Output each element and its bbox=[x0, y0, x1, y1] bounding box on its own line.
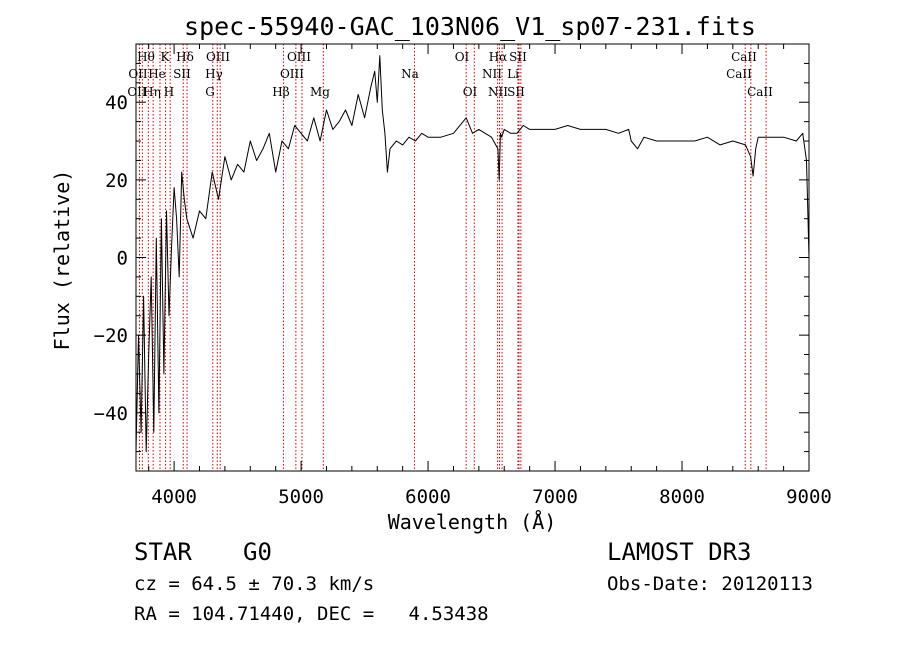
line-label: Hη bbox=[143, 85, 161, 99]
line-label: Hγ bbox=[205, 67, 223, 81]
line-label: He bbox=[148, 67, 166, 81]
y-axis-label: Flux (relative) bbox=[50, 170, 74, 351]
line-label: Hδ bbox=[176, 50, 194, 64]
line-label: NII bbox=[488, 85, 508, 99]
line-label: OII bbox=[127, 85, 147, 99]
y-tick-label: 20 bbox=[105, 170, 128, 192]
line-label: CaII bbox=[726, 67, 752, 81]
line-label: Hβ bbox=[272, 85, 289, 99]
y-tick-label: 40 bbox=[105, 92, 128, 114]
object-subclass: G0 bbox=[243, 538, 272, 566]
line-label: CaII bbox=[747, 85, 773, 99]
line-label: Hα bbox=[489, 50, 508, 64]
line-label: Li bbox=[507, 67, 519, 81]
velocity-text: cz = 64.5 ± 70.3 km/s bbox=[134, 573, 374, 595]
x-tick-label: 5000 bbox=[278, 486, 324, 508]
x-tick-label: 4000 bbox=[151, 486, 197, 508]
x-tick-label: 7000 bbox=[532, 486, 578, 508]
line-label: OIII bbox=[206, 50, 230, 64]
x-tick-label: 9000 bbox=[786, 486, 832, 508]
object-class: STAR bbox=[134, 538, 192, 566]
x-axis-label: Wavelength (Å) bbox=[388, 510, 557, 534]
line-label: Na bbox=[401, 67, 419, 81]
spectral-line-markers bbox=[138, 44, 767, 471]
line-label: OI bbox=[463, 85, 478, 99]
y-tick-label: 0 bbox=[117, 248, 128, 270]
x-axis-ticks: 4000 5000 6000 7000 8000 9000 bbox=[148, 44, 832, 508]
line-label: NII bbox=[482, 67, 502, 81]
line-label: OIII bbox=[280, 67, 304, 81]
coordinates-text: RA = 104.71440, DEC = 4.53438 bbox=[134, 603, 489, 625]
line-label: Mg bbox=[310, 85, 330, 99]
chart-title: spec-55940-GAC_103N06_V1_sp07-231.fits bbox=[184, 12, 756, 41]
line-label: SII bbox=[173, 67, 191, 81]
line-label: OI bbox=[455, 50, 470, 64]
line-label: H bbox=[164, 85, 174, 99]
line-label: SII bbox=[507, 85, 525, 99]
survey-label: LAMOST DR3 bbox=[607, 538, 752, 566]
line-label: OIII bbox=[287, 50, 311, 64]
x-tick-label: 6000 bbox=[405, 486, 451, 508]
x-tick-label: 8000 bbox=[659, 486, 705, 508]
line-label: OII bbox=[128, 67, 148, 81]
obs-date: Obs-Date: 20120113 bbox=[607, 573, 813, 595]
line-label: CaII bbox=[731, 50, 757, 64]
line-label: Hθ bbox=[137, 50, 155, 64]
y-tick-label: −20 bbox=[94, 325, 128, 347]
y-tick-label: −40 bbox=[94, 403, 128, 425]
line-label: K bbox=[161, 50, 171, 64]
line-label: G bbox=[205, 85, 215, 99]
spectrum-line bbox=[135, 55, 810, 453]
y-axis-ticks: −40 −20 0 20 40 bbox=[94, 62, 809, 453]
plot-frame bbox=[135, 43, 810, 472]
line-label: SII bbox=[509, 50, 527, 64]
